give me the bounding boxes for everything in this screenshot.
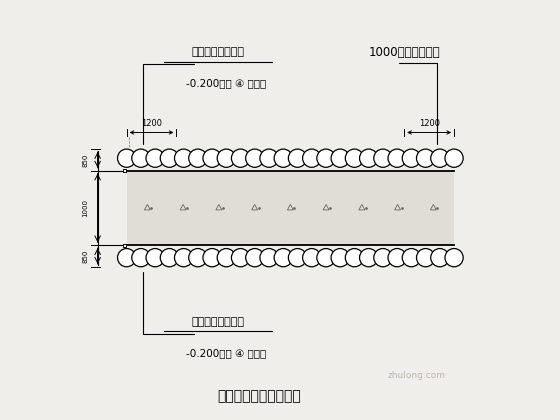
Circle shape (217, 249, 235, 267)
Text: 1000: 1000 (82, 199, 88, 217)
Circle shape (331, 249, 349, 267)
Circle shape (175, 249, 193, 267)
Circle shape (231, 249, 250, 267)
Text: 三轴搅拌桩平面示意图: 三轴搅拌桩平面示意图 (217, 389, 301, 404)
Circle shape (203, 249, 221, 267)
Circle shape (146, 149, 164, 167)
Circle shape (346, 249, 363, 267)
Circle shape (402, 249, 421, 267)
Circle shape (374, 149, 392, 167)
Circle shape (317, 149, 335, 167)
Circle shape (288, 249, 306, 267)
Circle shape (417, 149, 435, 167)
Circle shape (288, 149, 306, 167)
Circle shape (231, 149, 250, 167)
Circle shape (331, 149, 349, 167)
Circle shape (388, 149, 406, 167)
Circle shape (360, 149, 378, 167)
Circle shape (302, 249, 321, 267)
Text: -0.200～第 ④ 层底部: -0.200～第 ④ 层底部 (186, 348, 266, 358)
Circle shape (175, 149, 193, 167)
Circle shape (402, 149, 421, 167)
Circle shape (360, 249, 378, 267)
Text: 1200: 1200 (141, 118, 162, 128)
Bar (127, 171, 454, 245)
Circle shape (302, 149, 321, 167)
Circle shape (274, 149, 292, 167)
Circle shape (246, 249, 264, 267)
Circle shape (160, 149, 179, 167)
Circle shape (260, 249, 278, 267)
Circle shape (374, 249, 392, 267)
Text: 1200: 1200 (419, 118, 440, 128)
Circle shape (431, 249, 449, 267)
Text: -0.200～第 ④ 层底部: -0.200～第 ④ 层底部 (186, 79, 266, 89)
Circle shape (317, 249, 335, 267)
Circle shape (388, 249, 406, 267)
Text: 1000厚地下连续墙: 1000厚地下连续墙 (368, 46, 440, 59)
Text: 850: 850 (82, 153, 88, 167)
Circle shape (203, 149, 221, 167)
Text: zhulong.com: zhulong.com (388, 371, 446, 380)
Circle shape (274, 249, 292, 267)
Circle shape (260, 149, 278, 167)
Circle shape (160, 249, 179, 267)
Circle shape (217, 149, 235, 167)
Text: 850: 850 (82, 249, 88, 262)
Text: 三轴水泥土搅拌桩: 三轴水泥土搅拌桩 (192, 47, 244, 58)
Circle shape (146, 249, 164, 267)
Text: 三轴水泥土搅拌桩: 三轴水泥土搅拌桩 (192, 317, 244, 327)
Circle shape (118, 149, 136, 167)
Circle shape (132, 249, 150, 267)
Circle shape (246, 149, 264, 167)
Circle shape (118, 249, 136, 267)
Circle shape (445, 249, 463, 267)
Circle shape (346, 149, 363, 167)
Circle shape (417, 249, 435, 267)
Bar (123, 244, 126, 247)
Circle shape (189, 149, 207, 167)
Bar (123, 169, 126, 172)
Circle shape (132, 149, 150, 167)
Circle shape (445, 149, 463, 167)
Circle shape (431, 149, 449, 167)
Circle shape (189, 249, 207, 267)
